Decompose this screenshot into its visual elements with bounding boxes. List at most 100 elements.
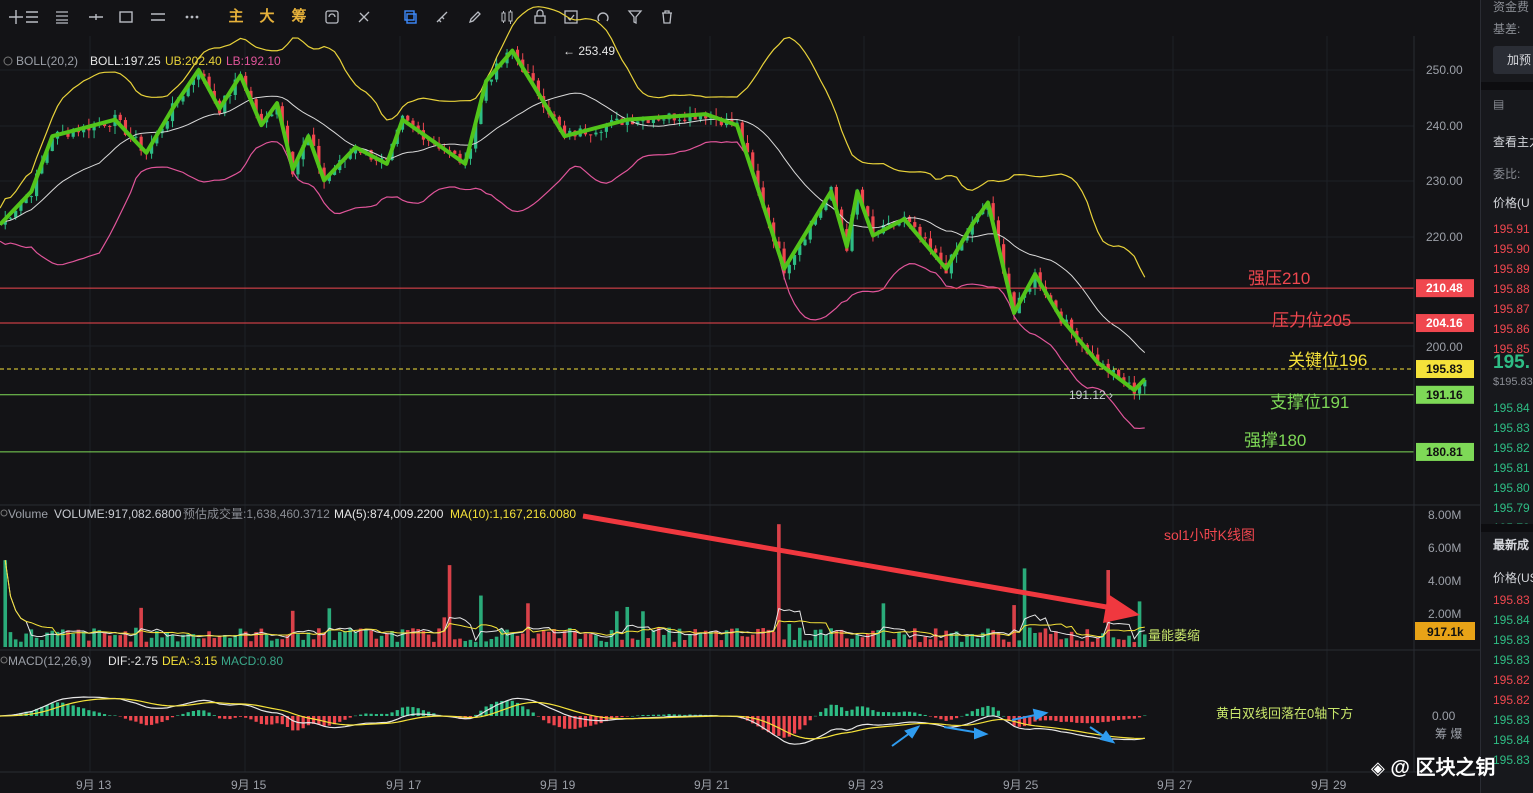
candle-body bbox=[479, 100, 483, 124]
volume-bar bbox=[939, 640, 943, 647]
tools-icon[interactable] bbox=[354, 7, 374, 27]
macd-bar bbox=[928, 716, 933, 717]
refresh-icon[interactable] bbox=[322, 7, 342, 27]
candle-body bbox=[301, 145, 305, 160]
list-icon[interactable] bbox=[52, 7, 72, 27]
volume-bar bbox=[1043, 628, 1048, 647]
macd-dea-value: DEA:-3.15 bbox=[162, 654, 218, 668]
order-price[interactable]: 195.83 bbox=[1493, 421, 1530, 435]
order-price[interactable]: 195.91 bbox=[1493, 222, 1530, 236]
orderbook-icon[interactable]: ▤ bbox=[1493, 97, 1505, 111]
volume-eye-icon[interactable] bbox=[0, 509, 8, 517]
magnet-icon[interactable] bbox=[593, 7, 613, 27]
brush-icon[interactable] bbox=[465, 7, 485, 27]
order-price[interactable]: 195.84 bbox=[1493, 401, 1530, 415]
main-force-link[interactable]: 查看主力 bbox=[1493, 135, 1533, 149]
macd-bar bbox=[913, 712, 917, 716]
more-icon[interactable] bbox=[180, 7, 204, 27]
parallel-lines-icon[interactable] bbox=[148, 7, 168, 27]
grid-icon[interactable] bbox=[22, 7, 42, 27]
volume-bar bbox=[50, 630, 55, 647]
volume-bar bbox=[604, 641, 609, 647]
volume-bar bbox=[207, 631, 211, 647]
macd-bar bbox=[1137, 716, 1142, 718]
order-price[interactable]: 195.79 bbox=[1493, 501, 1530, 515]
trade-price: 195.84 bbox=[1493, 613, 1530, 627]
chart-note: sol1小时K线图 bbox=[1164, 527, 1255, 543]
order-price[interactable]: 195.90 bbox=[1493, 242, 1530, 256]
candle-body bbox=[949, 254, 953, 274]
macd-bar bbox=[1143, 715, 1147, 717]
macd-bar bbox=[845, 710, 849, 716]
volume-bar bbox=[714, 630, 718, 647]
lock-icon[interactable] bbox=[530, 7, 550, 27]
candle-body bbox=[259, 113, 263, 123]
boll-mid-value: BOLL:197.25 bbox=[90, 54, 161, 68]
macd-bar bbox=[547, 716, 551, 724]
macd-blue-arrows bbox=[891, 708, 1116, 747]
candle-body bbox=[181, 96, 185, 102]
volume-bar bbox=[646, 638, 650, 647]
order-price[interactable]: 195.85 bbox=[1493, 342, 1530, 356]
order-price[interactable]: 195.89 bbox=[1493, 262, 1530, 276]
volume-bar bbox=[965, 636, 969, 647]
order-price[interactable]: 195.81 bbox=[1493, 461, 1530, 475]
volume-bar bbox=[824, 634, 828, 647]
macd-bar bbox=[233, 716, 237, 718]
volume-bar bbox=[447, 565, 452, 647]
order-price[interactable]: 195.86 bbox=[1493, 322, 1530, 336]
volume-bar bbox=[254, 632, 258, 647]
boll-eye-icon[interactable] bbox=[3, 56, 13, 66]
macd-bar bbox=[1106, 716, 1110, 722]
candle-body bbox=[918, 226, 922, 238]
candle-body bbox=[589, 134, 593, 136]
rectangle-icon[interactable] bbox=[116, 7, 136, 27]
order-price[interactable]: 195.80 bbox=[1493, 481, 1530, 495]
level-label: 关键位196 bbox=[1288, 351, 1368, 370]
ruler-icon[interactable] bbox=[432, 7, 452, 27]
candle-body bbox=[991, 203, 995, 221]
order-price[interactable]: 195.87 bbox=[1493, 302, 1530, 316]
trash-icon[interactable] bbox=[657, 7, 677, 27]
macd-bar bbox=[411, 707, 415, 716]
volume-bar bbox=[160, 637, 164, 647]
candles-icon[interactable] bbox=[497, 7, 517, 27]
volume-bar bbox=[19, 641, 23, 647]
volume-bar bbox=[1080, 641, 1084, 647]
main-indicator-button[interactable]: 主 bbox=[228, 8, 244, 25]
macd-bar bbox=[813, 715, 818, 717]
watermark: ◈ @ 区块之钥 bbox=[1371, 751, 1495, 780]
macd-bar bbox=[489, 704, 493, 716]
boll-lower-line bbox=[0, 140, 1145, 430]
macd-bar bbox=[902, 711, 906, 716]
macd-bar bbox=[615, 716, 619, 718]
volume-bar bbox=[1090, 641, 1095, 647]
volume-bar bbox=[479, 595, 483, 647]
horizontal-line-icon[interactable] bbox=[86, 7, 106, 27]
level-tag-text: 204.16 bbox=[1426, 316, 1463, 330]
chips-button[interactable]: 筹 bbox=[291, 8, 307, 25]
big-order-button[interactable]: 大 bbox=[259, 8, 275, 25]
volume-bar bbox=[792, 639, 797, 647]
crosshair-icon[interactable] bbox=[6, 7, 26, 27]
note-icon[interactable] bbox=[561, 7, 581, 27]
layers-icon[interactable] bbox=[400, 7, 420, 27]
candle-body bbox=[202, 73, 206, 77]
macd-bar bbox=[934, 716, 938, 718]
volume-bar bbox=[228, 638, 232, 647]
candle-body bbox=[8, 217, 13, 219]
volume-ma10-line bbox=[4, 560, 1145, 637]
filter-icon[interactable] bbox=[625, 7, 645, 27]
order-price[interactable]: 195.82 bbox=[1493, 441, 1530, 455]
add-button[interactable]: 加预 bbox=[1493, 46, 1533, 74]
funding-label: 资金费 bbox=[1493, 0, 1530, 14]
macd-eye-icon[interactable] bbox=[0, 656, 8, 664]
macd-bar bbox=[521, 706, 525, 716]
kline-chart[interactable]: 250.00 240.00 230.00 220.00 200.00 210.4… bbox=[0, 0, 1480, 793]
order-price[interactable]: 195.88 bbox=[1493, 282, 1530, 296]
candle-body bbox=[871, 216, 875, 234]
macd-zero-tick: 0.00 bbox=[1432, 709, 1456, 723]
volume-bar bbox=[102, 632, 107, 647]
level-label: 强撑180 bbox=[1244, 431, 1307, 450]
volume-bar bbox=[588, 634, 593, 647]
